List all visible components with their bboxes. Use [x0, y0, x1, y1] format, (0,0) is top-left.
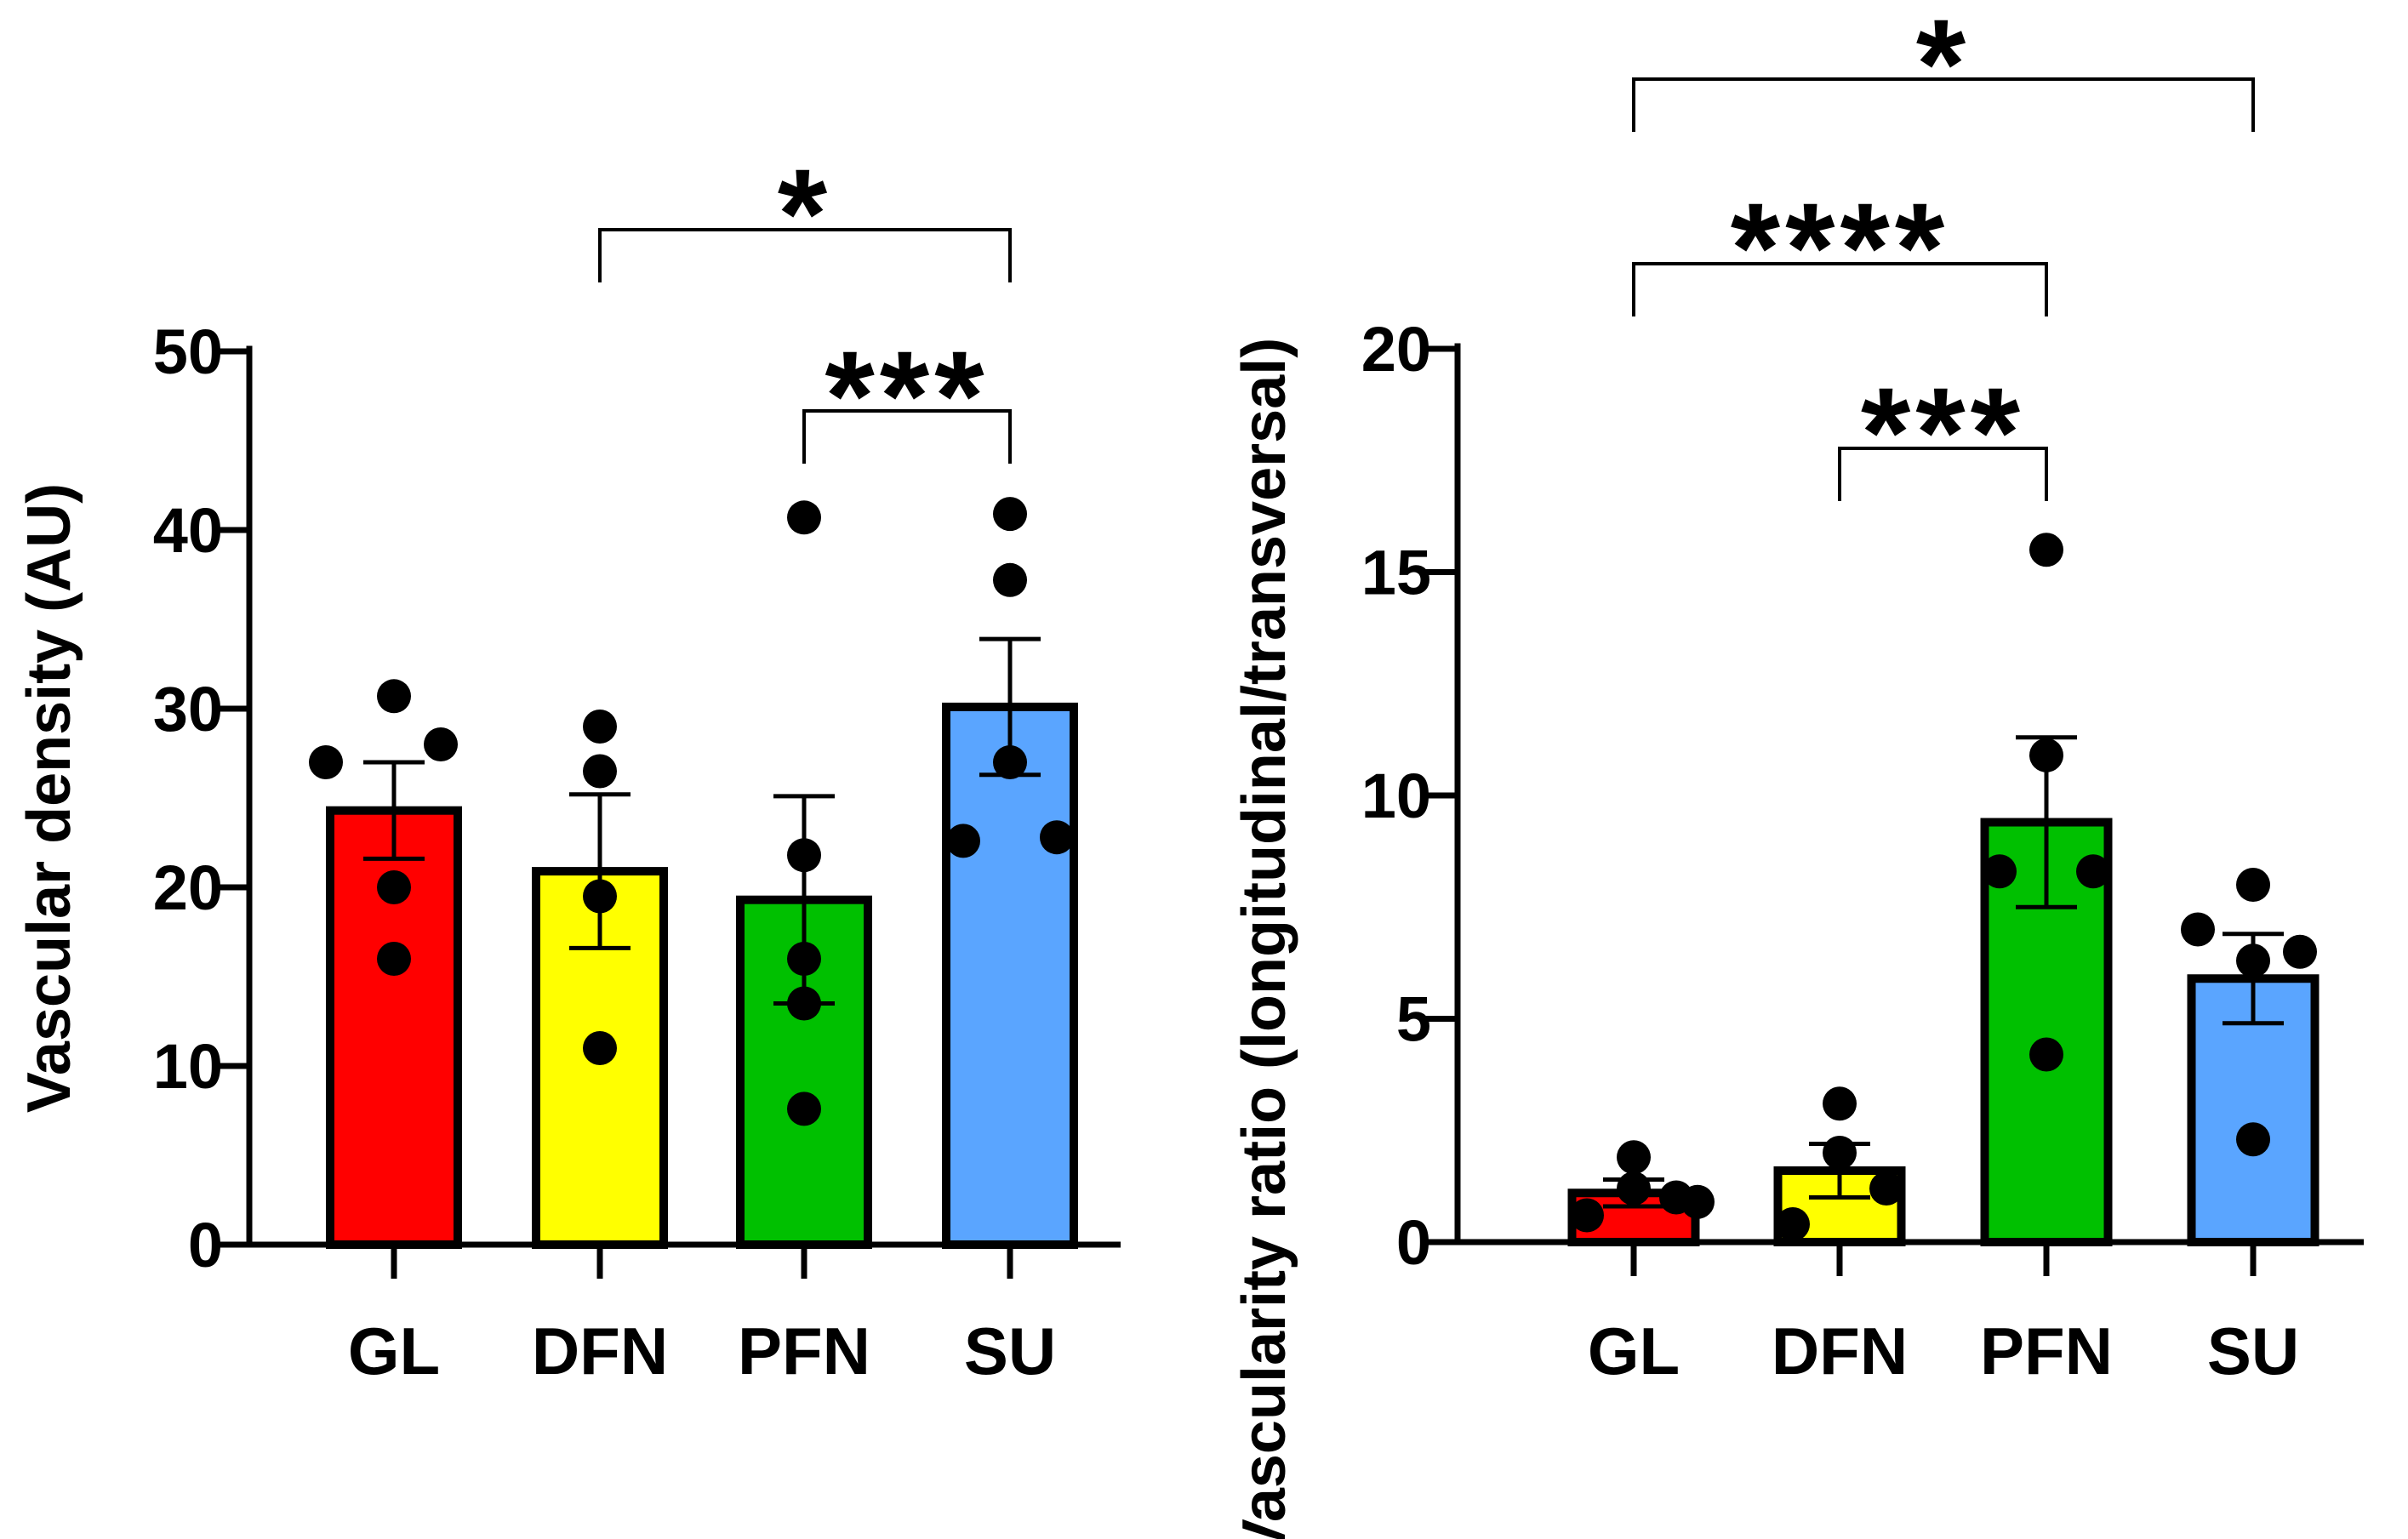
- data-point: [1823, 1136, 1857, 1170]
- data-point: [1983, 854, 2017, 889]
- significance-bracket: [1838, 447, 2048, 501]
- data-point: [2236, 868, 2270, 902]
- significance-label: ***: [1861, 361, 2025, 504]
- data-point: [787, 986, 821, 1021]
- significance-bracket: [1632, 77, 2255, 132]
- data-point: [2076, 854, 2110, 889]
- y-tick-label: 0: [188, 1210, 223, 1280]
- data-point: [424, 727, 458, 761]
- data-point: [377, 942, 411, 976]
- data-point: [309, 745, 343, 779]
- data-point: [787, 500, 821, 535]
- data-point: [1680, 1184, 1715, 1219]
- x-tick-label-su: SU: [2207, 1314, 2299, 1388]
- data-point: [2029, 533, 2063, 567]
- chart-vascular-density: 0 10 20 30 40 50 Vascular density (AU) GL DFN PFN…: [15, 142, 1121, 1388]
- y-tick-label: 0: [1396, 1207, 1431, 1278]
- significance-bracket: [598, 228, 1012, 282]
- data-point: [1617, 1140, 1651, 1175]
- x-tick-label-su: SU: [964, 1314, 1056, 1388]
- x-tick-label-pfn: PFN: [738, 1314, 870, 1388]
- data-point: [1040, 820, 1074, 855]
- y-tick-label: 15: [1361, 538, 1431, 608]
- data-point: [993, 745, 1027, 779]
- x-tick-label-gl: GL: [348, 1314, 440, 1388]
- data-point: [583, 754, 617, 789]
- significance-label: *: [778, 142, 832, 285]
- significance-label: ***: [825, 324, 989, 467]
- data-point: [377, 679, 411, 714]
- y-axis-label: Vascular density (AU): [15, 483, 83, 1113]
- significance-bracket: [802, 409, 1012, 464]
- data-point: [2029, 738, 2063, 772]
- y-tick-label: 50: [153, 316, 223, 387]
- y-tick-label: 20: [153, 852, 223, 923]
- data-point: [1617, 1171, 1651, 1206]
- data-point: [1776, 1207, 1810, 1241]
- data-point: [583, 879, 617, 914]
- data-point: [2236, 1122, 2270, 1157]
- bar-su: [942, 702, 1078, 1249]
- chart-vascularity-ratio: 0 5 10 15 20 Vascularity ratio (longitudinal/…: [1230, 0, 2364, 1539]
- data-point: [1823, 1086, 1857, 1121]
- data-point: [787, 1092, 821, 1126]
- data-point: [787, 942, 821, 976]
- data-point: [2236, 943, 2270, 978]
- significance-bracket: [1632, 262, 2048, 316]
- x-tick-label-dfn: DFN: [1772, 1314, 1908, 1388]
- data-point: [2283, 934, 2317, 969]
- y-tick-label: 40: [153, 495, 223, 566]
- data-point: [583, 1031, 617, 1065]
- x-tick-label-dfn: DFN: [532, 1314, 668, 1388]
- data-point: [583, 710, 617, 744]
- y-tick-label: 10: [1361, 761, 1431, 831]
- y-tick-label: 30: [153, 674, 223, 744]
- x-tick-label-pfn: PFN: [1980, 1314, 2113, 1388]
- y-tick-label: 20: [1361, 314, 1431, 385]
- y-tick-label: 5: [1396, 984, 1431, 1055]
- data-point: [2181, 912, 2215, 947]
- significance-label: ****: [1731, 176, 1950, 319]
- data-point: [377, 870, 411, 904]
- data-point: [2029, 1037, 2063, 1072]
- y-axis-label: Vascularity ratio (longitudinal/transver…: [1230, 338, 1298, 1539]
- data-point: [993, 562, 1027, 597]
- data-point: [1869, 1171, 1903, 1206]
- y-tick-label: 10: [153, 1031, 223, 1102]
- data-point: [787, 838, 821, 873]
- data-point: [1570, 1198, 1604, 1233]
- x-tick-label-gl: GL: [1588, 1314, 1680, 1388]
- data-point: [993, 497, 1027, 532]
- data-point: [946, 824, 980, 858]
- significance-label: *: [1916, 0, 1971, 135]
